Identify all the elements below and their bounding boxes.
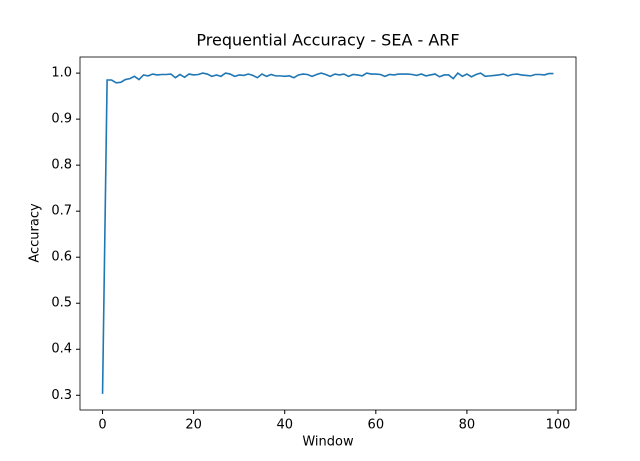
y-tick-label: 0.4 — [51, 342, 72, 357]
y-tick-label: 0.3 — [51, 388, 72, 403]
x-tick-label: 80 — [459, 418, 476, 433]
y-tick-label: 1.0 — [51, 66, 72, 81]
y-tick-label: 0.8 — [51, 158, 72, 173]
y-tick-label: 0.5 — [51, 296, 72, 311]
y-axis-label: Accuracy — [28, 203, 43, 263]
x-tick-label: 40 — [276, 418, 293, 433]
x-tick-label: 20 — [185, 418, 202, 433]
x-tick-label: 0 — [98, 418, 106, 433]
x-tick-label: 100 — [546, 418, 571, 433]
y-tick-label: 0.7 — [51, 204, 72, 219]
y-tick-label: 0.6 — [51, 250, 72, 265]
chart-title: Prequential Accuracy - SEA - ARF — [196, 31, 459, 50]
plot-frame — [79, 56, 577, 411]
y-tick-label: 0.9 — [51, 112, 72, 127]
x-tick-label: 60 — [368, 418, 385, 433]
data-line — [101, 72, 554, 394]
x-axis-label: Window — [302, 435, 354, 450]
